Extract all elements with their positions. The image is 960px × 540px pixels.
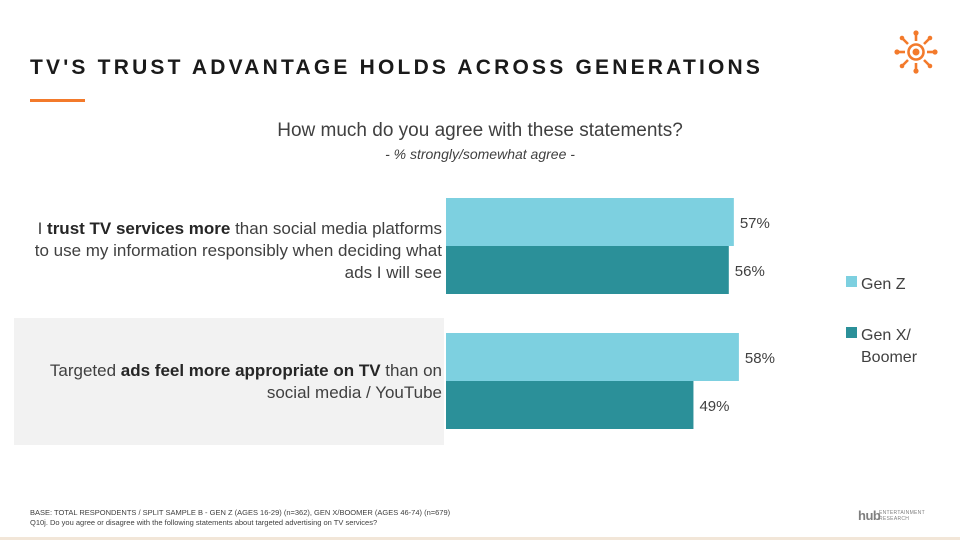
legend-label-gen-z: Gen Z <box>861 276 906 293</box>
footnote-question: Q10j. Do you agree or disagree with the … <box>30 518 378 527</box>
page-title: TV'S TRUST ADVANTAGE HOLDS ACROSS GENERA… <box>30 56 764 79</box>
legend-label-gen-x-boomer-line1: Gen X/ <box>861 327 911 344</box>
data-label-gen-x-boomer-statement-2: 49% <box>699 398 729 415</box>
brand-logo: hub <box>858 508 881 523</box>
legend-swatch-gen-z <box>846 276 857 287</box>
footnote: BASE: TOTAL RESPONDENTS / SPLIT SAMPLE B… <box>30 508 790 528</box>
statement-1-part-1: I <box>37 219 48 238</box>
footnote-base: BASE: TOTAL RESPONDENTS / SPLIT SAMPLE B… <box>30 508 451 517</box>
bottom-rule <box>0 537 960 540</box>
chart-question: How much do you agree with these stateme… <box>277 120 683 141</box>
statement-2-label: Targeted ads feel more appropriate on TV… <box>22 360 442 404</box>
legend-item-gen-x-boomer: Gen X/Boomer <box>846 325 917 369</box>
statement-2-part-2: ads feel more appropriate on TV <box>120 361 381 380</box>
bar-gen-x-boomer-statement-2 <box>446 381 694 429</box>
statement-1-label: I trust TV services more than social med… <box>32 218 442 284</box>
statement-2-part-3: than on social media / YouTube <box>266 361 442 402</box>
legend-item-gen-z: Gen Z <box>846 274 905 296</box>
bar-gen-x-boomer-statement-1 <box>446 246 729 294</box>
bar-gen-z-statement-2 <box>446 333 739 381</box>
legend-swatch-gen-x-boomer <box>846 327 857 338</box>
statement-2-part-1: Targeted <box>49 361 121 380</box>
brand-tagline: ENTERTAINMENT RESEARCH <box>879 510 925 522</box>
statement-highlight-band <box>14 318 444 445</box>
statement-1-part-2: trust TV services more <box>47 219 231 238</box>
data-label-gen-x-boomer-statement-1: 56% <box>735 263 765 280</box>
bar-gen-z-statement-1 <box>446 198 734 246</box>
data-label-gen-z-statement-1: 57% <box>740 215 770 232</box>
title-underline <box>30 99 85 102</box>
chart-subquestion: - % strongly/somewhat agree - <box>385 146 575 162</box>
sun-logo-icon <box>894 30 938 74</box>
legend-label-gen-x-boomer-line2: Boomer <box>861 349 918 366</box>
data-label-gen-z-statement-2: 58% <box>745 350 775 367</box>
statement-1-part-3: than social media platforms to use my in… <box>34 219 442 282</box>
